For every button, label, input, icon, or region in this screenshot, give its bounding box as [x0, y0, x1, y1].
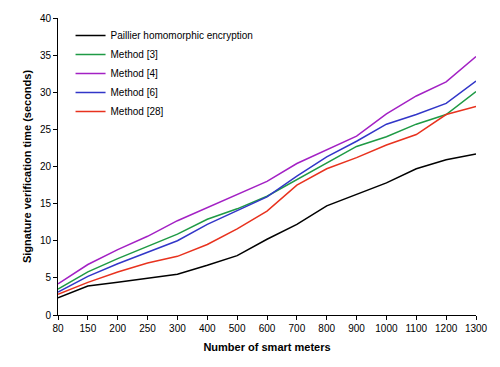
svg-text:Number of smart meters: Number of smart meters [203, 341, 330, 353]
svg-text:15: 15 [40, 198, 52, 209]
svg-text:200: 200 [109, 323, 126, 334]
svg-text:Signature verification time (s: Signature verification time (seconds) [21, 70, 33, 263]
svg-text:20: 20 [40, 161, 52, 172]
svg-text:30: 30 [40, 87, 52, 98]
svg-text:Method [6]: Method [6] [111, 87, 158, 98]
svg-text:1200: 1200 [435, 323, 458, 334]
svg-text:150: 150 [80, 323, 97, 334]
svg-text:Method [4]: Method [4] [111, 68, 158, 79]
svg-text:1300: 1300 [465, 323, 488, 334]
svg-text:1000: 1000 [375, 323, 398, 334]
svg-text:300: 300 [169, 323, 186, 334]
svg-text:1100: 1100 [406, 323, 428, 334]
svg-text:Method [28]: Method [28] [111, 106, 164, 117]
svg-text:600: 600 [259, 323, 276, 334]
svg-text:Method [3]: Method [3] [111, 49, 158, 60]
svg-text:900: 900 [348, 323, 365, 334]
svg-text:250: 250 [139, 323, 156, 334]
svg-text:500: 500 [229, 323, 246, 334]
svg-text:800: 800 [318, 323, 335, 334]
svg-text:40: 40 [40, 13, 52, 24]
svg-text:5: 5 [45, 272, 51, 283]
svg-text:700: 700 [289, 323, 306, 334]
svg-text:Paillier homomorphic encryptio: Paillier homomorphic encryption [111, 30, 253, 41]
svg-text:400: 400 [199, 323, 216, 334]
svg-text:10: 10 [40, 235, 52, 246]
svg-text:35: 35 [40, 50, 52, 61]
svg-text:80: 80 [52, 323, 64, 334]
svg-text:0: 0 [45, 310, 51, 321]
svg-text:25: 25 [40, 124, 52, 135]
